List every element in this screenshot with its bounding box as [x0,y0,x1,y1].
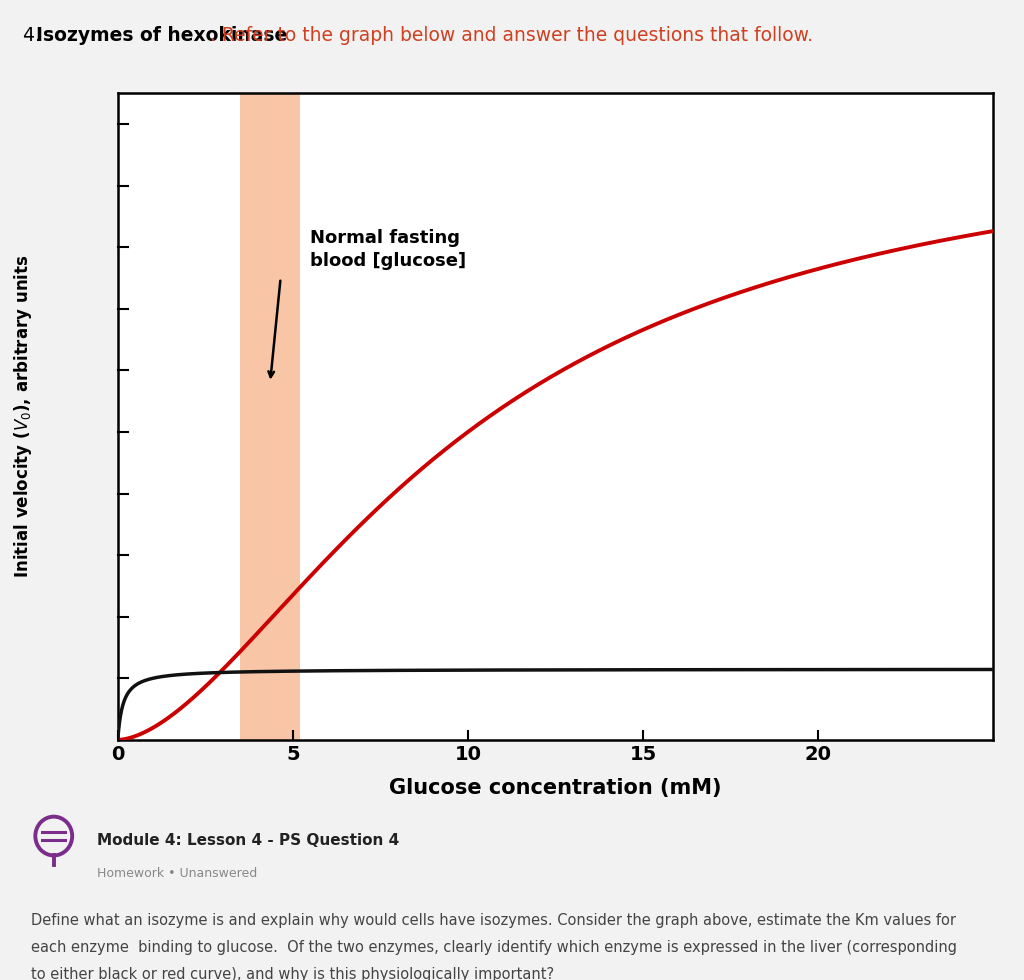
Text: . Refer to the graph below and answer the questions that follow.: . Refer to the graph below and answer th… [210,25,813,44]
Text: Define what an isozyme is and explain why would cells have isozymes. Consider th: Define what an isozyme is and explain wh… [31,913,956,980]
Bar [241,93,300,740]
Text: Initial velocity ($V_0$), arbitrary units: Initial velocity ($V_0$), arbitrary unit… [11,255,34,578]
Text: Normal fasting
blood [glucose]: Normal fasting blood [glucose] [310,228,467,270]
X-axis label: Glucose concentration (mM): Glucose concentration (mM) [389,778,722,798]
Text: 4.: 4. [23,25,46,44]
Text: Homework • Unanswered: Homework • Unanswered [97,866,257,880]
Text: Module 4: Lesson 4 - PS Question 4: Module 4: Lesson 4 - PS Question 4 [97,833,399,849]
Text: Isozymes of hexokinase: Isozymes of hexokinase [36,25,287,44]
